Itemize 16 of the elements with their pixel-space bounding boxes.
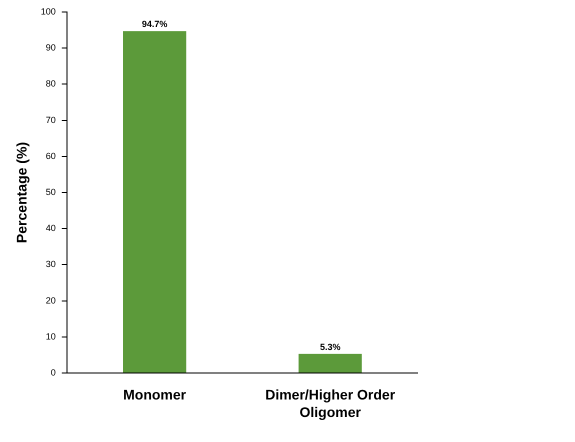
y-tick-label: 10 — [46, 331, 56, 342]
y-axis-title: Percentage (%) — [13, 142, 30, 244]
y-tick-label: 100 — [40, 6, 56, 16]
data-label: 94.7% — [142, 19, 168, 30]
y-tick-label: 60 — [46, 150, 56, 161]
x-tick-label: Dimer/Higher Order Oligomer — [265, 386, 396, 420]
x-tick-label: Monomer — [123, 386, 187, 403]
y-tick-label: 90 — [46, 42, 56, 53]
y-tick-label: 30 — [46, 259, 56, 270]
y-tick-label: 70 — [46, 114, 56, 125]
y-tick-label: 50 — [46, 186, 56, 197]
y-tick-label: 20 — [46, 295, 56, 306]
y-tick-label: 40 — [46, 223, 56, 234]
data-label: 5.3% — [320, 342, 340, 352]
y-tick-label: 80 — [46, 78, 56, 89]
y-tick-label: 0 — [50, 367, 56, 378]
